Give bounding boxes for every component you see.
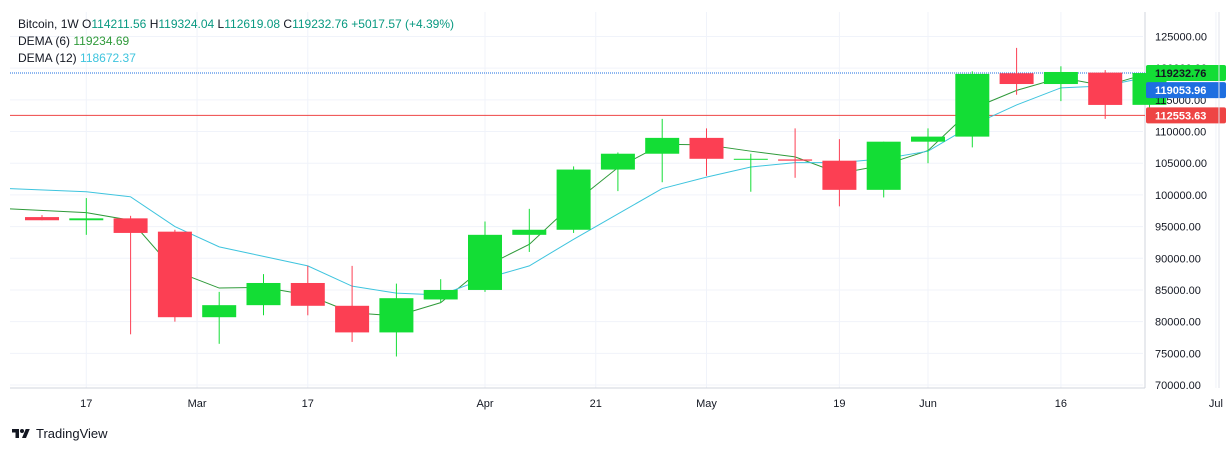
candle-body[interactable] bbox=[778, 159, 813, 161]
candle-body[interactable] bbox=[157, 231, 192, 318]
low-label: L bbox=[217, 17, 225, 31]
x-axis-tick-label: Mar bbox=[188, 398, 207, 410]
candle-body[interactable] bbox=[733, 158, 768, 160]
candle-body[interactable] bbox=[1043, 71, 1078, 85]
candle-body[interactable] bbox=[689, 137, 724, 159]
dema-price-tag bbox=[1146, 82, 1226, 99]
alert-price-tag-text: 112553.63 bbox=[1155, 110, 1206, 122]
candle-body[interactable] bbox=[822, 160, 857, 190]
candle-body[interactable] bbox=[25, 217, 59, 221]
high-value: 119324.04 bbox=[158, 17, 215, 31]
close-value: 119232.76 bbox=[292, 17, 348, 31]
open-value: 114211.56 bbox=[91, 17, 147, 31]
last-price-tag-text: 119232.76 bbox=[1155, 68, 1206, 80]
low-value: 112619.08 bbox=[224, 17, 281, 31]
x-axis-tick-label: 17 bbox=[80, 398, 92, 410]
y-axis-tick-label: 110000.00 bbox=[1155, 127, 1206, 139]
y-axis-tick-label: 70000.00 bbox=[1155, 380, 1201, 392]
candle-body[interactable] bbox=[866, 141, 901, 190]
dema12-value: 118672.37 bbox=[80, 51, 136, 65]
x-axis-tick-label: Jul bbox=[1209, 398, 1223, 410]
candle-body[interactable] bbox=[379, 298, 414, 333]
dema6-value: 119234.69 bbox=[73, 34, 130, 48]
x-axis-tick-label: Jun bbox=[919, 398, 937, 410]
symbol-name[interactable]: Bitcoin bbox=[18, 17, 55, 31]
chart-legend: Bitcoin, 1W O114211.56 H119324.04 L11261… bbox=[18, 16, 454, 67]
dema6-row[interactable]: DEMA (6) 119234.69 bbox=[18, 33, 454, 50]
close-label: C bbox=[283, 17, 293, 31]
change-value: +5017.57 (+4.39%) bbox=[351, 17, 455, 31]
brand-name: TradingView bbox=[36, 426, 108, 441]
candle-body[interactable] bbox=[290, 282, 325, 306]
last-price-tag bbox=[1146, 65, 1226, 82]
ohlc-row: Bitcoin, 1W O114211.56 H119324.04 L11261… bbox=[18, 17, 455, 31]
candle-body[interactable] bbox=[246, 282, 281, 306]
tradingview-logo-icon bbox=[12, 428, 30, 438]
candle-body[interactable] bbox=[955, 73, 990, 137]
y-axis-tick-label: 90000.00 bbox=[1155, 253, 1201, 265]
dema-price-tag-text: 119053.96 bbox=[1155, 85, 1206, 97]
y-axis-tick-label: 75000.00 bbox=[1155, 348, 1201, 360]
x-axis-tick-label: 16 bbox=[1055, 398, 1067, 410]
candle-body[interactable] bbox=[645, 137, 680, 154]
y-axis-tick-label: 100000.00 bbox=[1155, 190, 1207, 202]
interval-label[interactable]: 1W bbox=[60, 17, 79, 31]
x-axis-tick-label: 21 bbox=[590, 398, 602, 410]
dema12-label: DEMA (12) bbox=[18, 51, 77, 65]
x-axis-tick-label: Apr bbox=[476, 398, 493, 410]
candle-body[interactable] bbox=[999, 73, 1034, 85]
alert-price-tag bbox=[1146, 107, 1226, 124]
y-axis-tick-label: 80000.00 bbox=[1155, 317, 1201, 329]
candle-body[interactable] bbox=[600, 153, 635, 170]
x-axis-tick-label: 19 bbox=[833, 398, 845, 410]
y-axis-tick-label: 85000.00 bbox=[1155, 285, 1201, 297]
y-axis-tick-label: 125000.00 bbox=[1155, 32, 1207, 44]
candle-body[interactable] bbox=[69, 218, 104, 221]
y-axis-tick-label: 105000.00 bbox=[1155, 158, 1207, 170]
high-label: H bbox=[149, 17, 159, 31]
candle-body[interactable] bbox=[468, 234, 502, 290]
dema12-row[interactable]: DEMA (12) 118672.37 bbox=[18, 50, 454, 67]
candle-body[interactable] bbox=[335, 305, 370, 333]
candle-body[interactable] bbox=[911, 136, 945, 142]
candle-body[interactable] bbox=[423, 289, 458, 300]
candle-body[interactable] bbox=[202, 305, 237, 318]
x-axis-tick-label: 17 bbox=[302, 398, 314, 410]
dema6-label: DEMA (6) bbox=[18, 34, 71, 48]
tradingview-footer[interactable]: TradingView bbox=[10, 426, 108, 441]
x-axis-tick-label: May bbox=[696, 398, 717, 410]
candle-body[interactable] bbox=[512, 229, 547, 235]
y-axis-tick-label: 95000.00 bbox=[1155, 222, 1201, 234]
candle-body[interactable] bbox=[113, 218, 148, 233]
candle-body[interactable] bbox=[1088, 72, 1123, 105]
candle-body[interactable] bbox=[556, 169, 591, 230]
open-label: O bbox=[82, 17, 92, 31]
